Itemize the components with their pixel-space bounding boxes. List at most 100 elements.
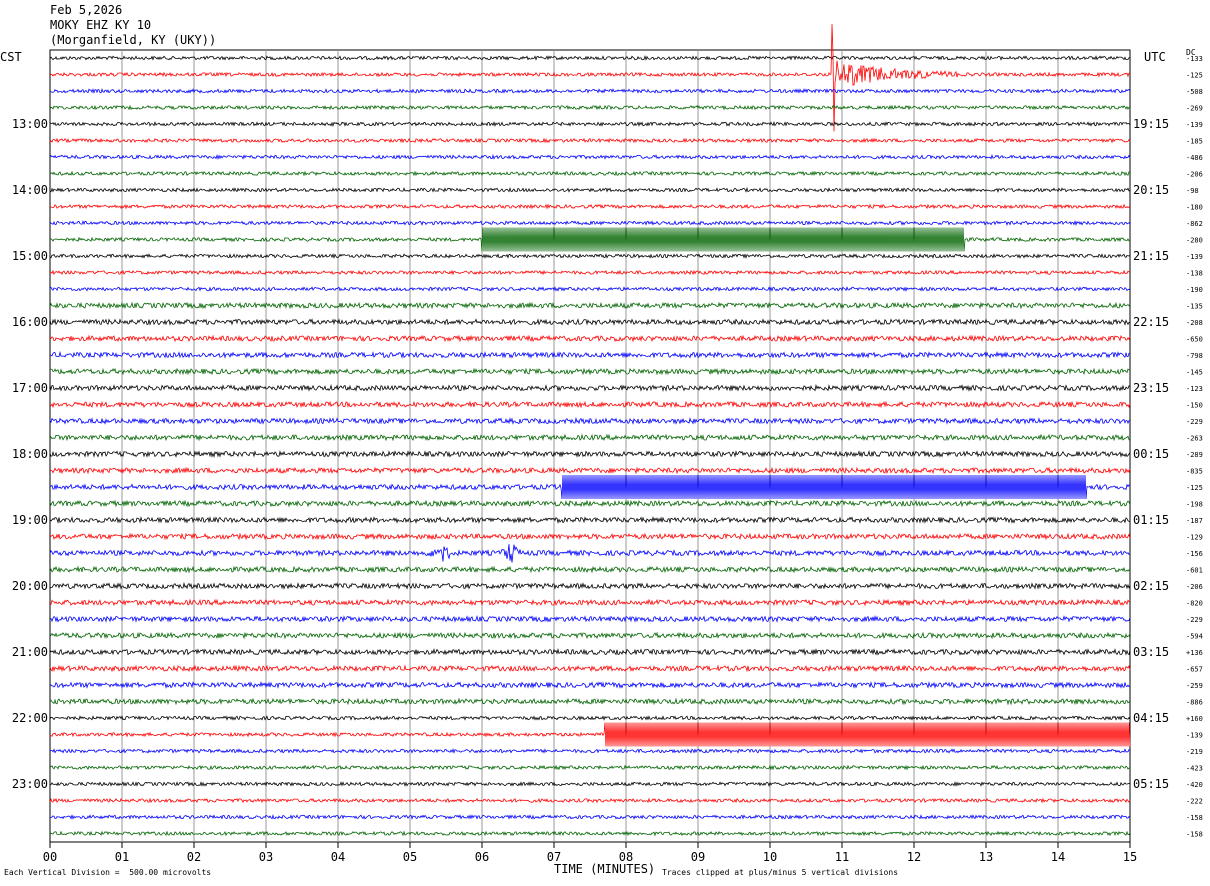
dc-offset-label: -139 bbox=[1186, 253, 1203, 261]
trace-line bbox=[49, 598, 1131, 607]
trace-line bbox=[49, 104, 1131, 111]
trace-line bbox=[49, 697, 1131, 706]
utc-label: UTC bbox=[1144, 50, 1166, 64]
trace-line bbox=[49, 334, 1131, 343]
trace-line bbox=[49, 301, 1131, 310]
x-tick-label: 10 bbox=[763, 850, 777, 864]
utc-hour-label: 21:15 bbox=[1133, 249, 1169, 263]
seismic-traces bbox=[49, 24, 1131, 837]
station-label: MOKY EHZ KY 10 bbox=[50, 18, 152, 32]
cst-hour-label: 17:00 bbox=[12, 381, 48, 395]
dc-offset-label: -862 bbox=[1186, 220, 1203, 228]
trace-line bbox=[49, 615, 1131, 623]
trace-line bbox=[49, 203, 1131, 210]
trace-line bbox=[49, 186, 1131, 193]
trace-line bbox=[49, 647, 1131, 656]
cst-hour-label: 15:00 bbox=[12, 249, 48, 263]
dc-label: DC bbox=[1186, 48, 1196, 57]
trace-line bbox=[49, 722, 1131, 747]
x-tick-label: 00 bbox=[43, 850, 57, 864]
dc-offset-label: -156 bbox=[1186, 550, 1203, 558]
x-tick-label: 04 bbox=[331, 850, 345, 864]
dc-offset-label: -259 bbox=[1186, 682, 1203, 690]
trace-line bbox=[49, 565, 1131, 574]
plot-frame bbox=[49, 49, 1131, 843]
dc-offset-label: -594 bbox=[1186, 633, 1203, 641]
trace-line bbox=[49, 286, 1131, 292]
x-tick-label: 09 bbox=[691, 850, 705, 864]
trace-line bbox=[49, 466, 1131, 475]
dc-offset-label: -139 bbox=[1186, 732, 1203, 740]
trace-line bbox=[49, 499, 1131, 508]
utc-hour-labels: 19:15 20:15 21:15 22:15 23:15 00:15 01:15 02:15… bbox=[1133, 117, 1169, 791]
cst-hour-label: 19:00 bbox=[12, 513, 48, 527]
utc-hour-label: 01:15 bbox=[1133, 513, 1169, 527]
scale-note: Each Vertical Division = 500.00 microvol… bbox=[4, 868, 212, 877]
dc-offset-label: -139 bbox=[1186, 121, 1203, 129]
location-label: (Morganfield, KY (UKY)) bbox=[50, 33, 217, 47]
trace-line bbox=[50, 269, 1131, 276]
dc-offset-label: -125 bbox=[1186, 72, 1203, 80]
utc-hour-label: 20:15 bbox=[1133, 183, 1169, 197]
dc-offset-label: -222 bbox=[1186, 798, 1203, 806]
trace-line bbox=[49, 474, 1131, 500]
dc-offset-label: -150 bbox=[1186, 402, 1203, 410]
x-tick-label: 13 bbox=[979, 850, 993, 864]
trace-line bbox=[49, 516, 1131, 524]
trace-line bbox=[49, 253, 1131, 260]
dc-offset-label: -650 bbox=[1186, 336, 1203, 344]
dc-offset-label: -423 bbox=[1186, 765, 1203, 773]
trace-line bbox=[49, 170, 1131, 177]
dc-offset-label: -129 bbox=[1186, 534, 1203, 542]
dc-offset-label: -208 bbox=[1186, 319, 1203, 327]
x-tick-label: 14 bbox=[1051, 850, 1065, 864]
dc-offset-label: -180 bbox=[1186, 204, 1203, 212]
dc-offset-label: +136 bbox=[1186, 649, 1203, 657]
trace-line bbox=[49, 450, 1131, 458]
cst-hour-label: 16:00 bbox=[12, 315, 48, 329]
dc-offset-label: -269 bbox=[1186, 105, 1203, 113]
cst-hour-label: 23:00 bbox=[12, 777, 48, 791]
trace-line bbox=[49, 88, 1131, 94]
cst-hour-label: 18:00 bbox=[12, 447, 48, 461]
minute-gridlines bbox=[121, 50, 1059, 842]
trace-line bbox=[49, 400, 1131, 409]
dc-offset-label: -886 bbox=[1186, 699, 1203, 707]
x-axis-ticks: 00 01 02 03 04 05 06 07 08 09 10 11 12 13 14 15 bbox=[43, 842, 1137, 864]
dc-offset-label: -508 bbox=[1186, 88, 1203, 96]
x-tick-label: 12 bbox=[907, 850, 921, 864]
trace-line bbox=[49, 416, 1130, 425]
dc-offset-label: +160 bbox=[1186, 715, 1203, 723]
dc-offset-label: -206 bbox=[1186, 583, 1203, 591]
trace-line bbox=[49, 220, 1131, 227]
utc-hour-label: 03:15 bbox=[1133, 645, 1169, 659]
clip-note: Traces clipped at plus/minus 5 vertical … bbox=[662, 868, 899, 877]
trace-line bbox=[49, 154, 1131, 160]
trace-line bbox=[49, 680, 1131, 689]
utc-hour-label: 23:15 bbox=[1133, 381, 1169, 395]
cst-hour-labels: 13:00 14:00 15:00 16:00 17:00 18:00 19:00 20:00… bbox=[12, 117, 48, 791]
trace-line bbox=[49, 54, 1131, 61]
dc-offset-label: -229 bbox=[1186, 418, 1203, 426]
dc-offset-label: -158 bbox=[1186, 814, 1203, 822]
x-axis-title: TIME (MINUTES) bbox=[554, 862, 656, 876]
x-tick-label: 07 bbox=[547, 850, 561, 864]
dc-offset-label: -98 bbox=[1186, 187, 1199, 195]
dc-offset-label: -219 bbox=[1186, 748, 1203, 756]
x-tick-label: 15 bbox=[1123, 850, 1137, 864]
x-tick-label: 08 bbox=[619, 850, 633, 864]
dc-offset-label: -190 bbox=[1186, 286, 1203, 294]
utc-hour-label: 19:15 bbox=[1133, 117, 1169, 131]
dc-offset-label: -123 bbox=[1186, 385, 1203, 393]
utc-hour-label: 02:15 bbox=[1133, 579, 1169, 593]
utc-hour-label: 05:15 bbox=[1133, 777, 1169, 791]
dc-offset-label: -125 bbox=[1186, 484, 1203, 492]
dc-offset-label: -798 bbox=[1186, 352, 1203, 360]
dc-offset-labels: -133 -125 -508 -269 -139 -185 -486 -206 -98 -180 -… bbox=[1186, 55, 1203, 839]
dc-offset-label: -133 bbox=[1186, 55, 1203, 63]
dc-offset-label: -135 bbox=[1186, 303, 1203, 311]
cst-hour-label: 22:00 bbox=[12, 711, 48, 725]
trace-line bbox=[49, 433, 1131, 442]
cst-label: CST bbox=[0, 50, 22, 64]
